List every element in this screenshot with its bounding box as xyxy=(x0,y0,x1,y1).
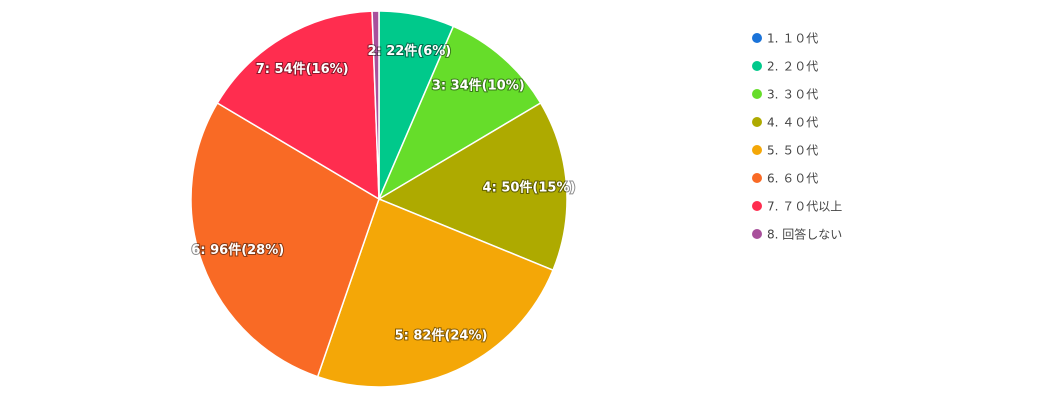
legend-label: 4. ４０代 xyxy=(767,116,818,130)
legend-swatch xyxy=(752,89,762,99)
legend-swatch xyxy=(752,145,762,155)
legend-label: 2. ２０代 xyxy=(767,60,818,74)
legend-label: 5. ５０代 xyxy=(767,144,818,158)
data-label: 3: 34件(10%) xyxy=(432,77,525,93)
legend-swatch xyxy=(752,173,762,183)
pie-slice xyxy=(316,198,554,388)
data-label: 7: 54件(16%) xyxy=(256,61,349,77)
legend-swatch xyxy=(752,33,762,43)
data-label: 6: 96件(28%) xyxy=(191,242,284,258)
pie-slice xyxy=(377,25,542,201)
legend-label: 8. 回答しない xyxy=(767,227,842,242)
legend-swatch xyxy=(752,61,762,71)
data-label: 4: 50件(15%) xyxy=(483,179,576,195)
legend-label: 7. ７０代以上 xyxy=(767,200,842,214)
legend-swatch xyxy=(752,229,762,239)
legend-label: 1. １０代 xyxy=(767,32,818,46)
legend-label: 6. ６０代 xyxy=(767,172,818,186)
pie-slice xyxy=(377,101,568,272)
legend-swatch xyxy=(752,201,762,211)
data-label: 2: 22件(6%) xyxy=(367,43,451,59)
legend-label: 3. ３０代 xyxy=(767,88,818,102)
data-label: 5: 82件(24%) xyxy=(395,328,488,344)
pie-slice xyxy=(371,10,380,200)
pie-slice xyxy=(216,10,380,201)
legend-swatch xyxy=(752,117,762,127)
